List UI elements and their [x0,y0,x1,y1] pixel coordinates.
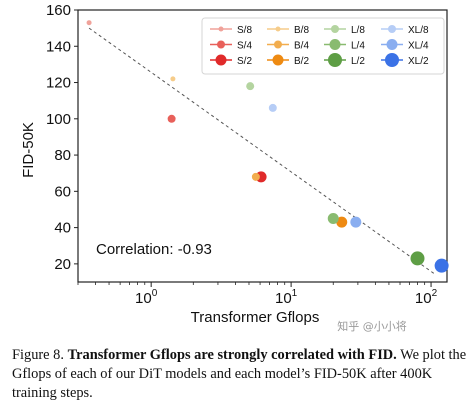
point-xl-2 [434,258,449,273]
trendline [88,27,437,276]
legend-marker [217,40,225,49]
caption-bold-text: Transformer Gflops are strongly correlat… [67,347,397,363]
y-tick-label: 160 [46,2,71,19]
y-tick-label: 40 [54,220,71,237]
axes: 20 40 60 80 100 120 140 160 100 101 102 [46,2,448,307]
y-tick-label: 120 [46,75,71,92]
y-axis-label: FID-50K [20,122,37,178]
scatter-chart: 20 40 60 80 100 120 140 160 100 101 102 S/8 S/4 S/2 B… [20,2,449,333]
legend-label: S/2 [237,56,252,67]
legend-marker [275,26,281,32]
legend-marker [272,54,284,66]
x-tick-label: 101 [275,288,298,307]
point-s-8 [86,20,92,26]
y-tick-label: 80 [54,147,71,164]
figure-caption: Figure 8. Transformer Gflops are strongl… [12,346,468,403]
point-s-4 [167,114,176,123]
point-l-8 [246,82,255,91]
y-tick-label: 60 [54,183,71,200]
point-xl-4 [350,216,362,228]
point-l-2 [410,251,425,266]
legend-marker [215,54,227,66]
legend-label: B/8 [294,25,309,36]
legend-marker [388,25,396,33]
legend: S/8 S/4 S/2 B/8 B/4 B/2 L/8 L/4 L/2 XL/8 XL/4 XL/2 [201,17,445,75]
plot-frame [77,9,448,283]
legend-label: XL/4 [408,41,429,52]
trend-line [88,27,437,276]
data-points [86,20,449,273]
legend-label: L/4 [351,41,365,52]
caption-body-text: We plot the Gflops of each of our DiT mo… [12,347,467,401]
legend-label: B/2 [294,56,309,67]
legend-label: S/8 [237,25,252,36]
x-tick-label: 100 [135,288,158,307]
legend-marker [328,53,342,67]
y-tick-label: 20 [54,256,71,273]
caption-figure-label: Figure 8. [12,347,64,363]
legend-label: XL/2 [408,56,429,67]
legend-marker [331,25,339,33]
point-xl-8 [268,103,277,112]
point-b-4 [251,172,260,181]
legend-marker [274,40,282,49]
legend-marker [385,53,399,67]
point-b-2 [336,216,348,228]
legend-label: S/4 [237,41,252,52]
legend-label: L/2 [351,56,365,67]
y-tick-label: 100 [46,111,71,128]
x-axis-label: Transformer Gflops [191,309,320,326]
watermark: 知乎 @小小将 [337,319,407,333]
legend-label: B/4 [294,41,309,52]
legend-label: XL/8 [408,25,429,36]
legend-marker [329,39,341,50]
x-tick-label: 102 [415,288,438,307]
point-l-4 [327,213,339,225]
legend-marker [386,39,398,50]
correlation-annotation: Correlation: -0.93 [96,241,212,258]
legend-label: L/8 [351,25,365,36]
y-tick-label: 140 [46,38,71,55]
point-b-8 [170,76,176,82]
legend-marker [218,26,224,32]
